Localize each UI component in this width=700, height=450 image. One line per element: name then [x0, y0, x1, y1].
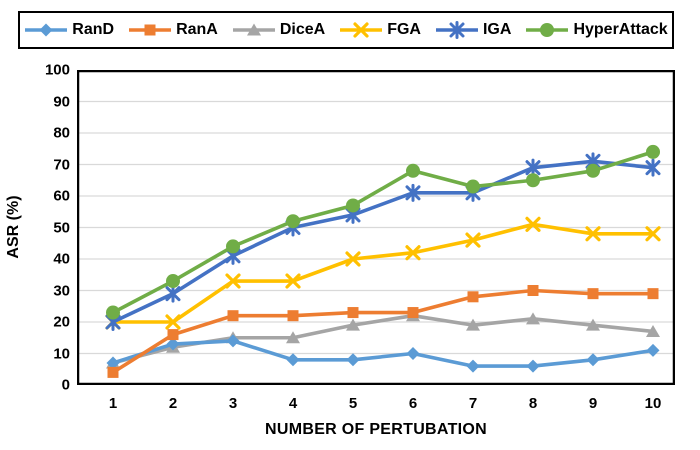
data-point-RanA-4: [287, 310, 299, 322]
data-point-IGA-8: [525, 158, 541, 177]
legend-item-FGA: FGA: [339, 21, 421, 39]
data-point-RanA-6: [407, 307, 419, 319]
x-axis-title: NUMBER OF PERTUBATION: [265, 421, 487, 438]
data-point-HyperAttack-3: [226, 239, 240, 254]
data-point-DiceA-8: [526, 312, 540, 325]
legend-marker-asterisk-icon: [435, 21, 478, 39]
data-point-RanA-9: [587, 288, 599, 300]
data-point-RanA-1: [107, 366, 119, 378]
data-point-DiceA-9: [586, 318, 600, 331]
data-point-FGA-5: [345, 251, 361, 267]
legend-marker-circle-icon: [526, 23, 569, 37]
data-point-HyperAttack-7: [466, 179, 480, 194]
y-tick-label-60: 60: [53, 187, 70, 205]
y-tick-label-0: 0: [61, 376, 70, 394]
legend-item-RanD: RanD: [24, 21, 114, 39]
x-tick-label-8: 8: [528, 395, 538, 412]
data-point-RanD-4: [286, 353, 300, 367]
data-point-RanD-6: [406, 347, 420, 360]
plot-border: [77, 70, 675, 385]
data-point-DiceA-7: [466, 318, 480, 331]
data-point-HyperAttack-4: [286, 214, 300, 229]
data-point-RanD-3: [226, 334, 240, 348]
legend-item-RanA: RanA: [128, 21, 218, 39]
y-tick-label-100: 100: [44, 61, 70, 79]
data-point-DiceA-4: [286, 331, 300, 344]
data-point-RanD-9: [586, 353, 600, 367]
legend-item-HyperAttack: HyperAttack: [525, 21, 668, 39]
x-tick-label-7: 7: [468, 395, 478, 412]
data-point-RanD-10: [646, 343, 660, 357]
legend-label: FGA: [387, 21, 421, 38]
data-point-HyperAttack-1: [106, 305, 120, 320]
x-tick-label-5: 5: [348, 395, 358, 412]
data-point-FGA-3: [225, 273, 241, 289]
data-point-RanD-5: [346, 353, 360, 367]
legend-marker-square-icon: [129, 24, 172, 36]
legend-label: DiceA: [279, 21, 326, 38]
data-point-IGA-6: [405, 183, 421, 202]
series-line-RanD: [112, 339, 654, 368]
legend-label: RanD: [72, 21, 115, 38]
legend-item-IGA: IGA: [435, 21, 511, 39]
data-point-RanD-7: [466, 359, 480, 373]
legend-label: RanA: [176, 21, 218, 38]
y-tick-label-70: 70: [53, 156, 70, 173]
y-tick-label-40: 40: [53, 250, 70, 268]
data-point-RanA-10: [647, 288, 659, 300]
data-point-DiceA-10: [646, 324, 660, 337]
series-line-FGA: [113, 222, 653, 324]
legend-label: HyperAttack: [573, 21, 668, 38]
data-point-FGA-4: [285, 273, 301, 289]
data-point-RanD-2: [166, 337, 180, 351]
data-point-HyperAttack-5: [346, 198, 360, 213]
data-point-RanA-3: [227, 310, 239, 322]
data-point-DiceA-5: [346, 318, 360, 331]
legend-marker-diamond-icon: [25, 23, 68, 37]
data-point-RanA-5: [347, 307, 359, 319]
x-tick-label-9: 9: [588, 395, 598, 412]
data-point-HyperAttack-9: [586, 163, 600, 178]
data-point-RanA-8: [527, 285, 539, 296]
legend-item-DiceA: DiceA: [232, 21, 325, 39]
y-tick-label-20: 20: [53, 313, 70, 331]
x-tick-label-10: 10: [644, 395, 662, 412]
y-tick-label-50: 50: [53, 219, 70, 236]
y-tick-label-80: 80: [53, 124, 70, 142]
legend-marker-x-icon: [340, 22, 383, 38]
plot-area: [77, 70, 675, 385]
x-tick-label-2: 2: [168, 395, 178, 412]
data-point-HyperAttack-8: [526, 173, 540, 188]
data-point-FGA-7: [465, 232, 481, 248]
y-tick-label-10: 10: [53, 345, 70, 362]
series-line-HyperAttack: [112, 150, 654, 315]
x-tick-label-6: 6: [408, 395, 418, 412]
legend-label: IGA: [482, 21, 512, 38]
x-tick-label-3: 3: [228, 395, 238, 412]
data-point-FGA-2: [165, 314, 181, 330]
data-point-FGA-10: [645, 226, 661, 242]
x-tick-label-1: 1: [108, 395, 118, 412]
data-point-FGA-9: [585, 226, 601, 242]
y-tick-label-90: 90: [53, 93, 70, 110]
x-tick-label-4: 4: [288, 395, 298, 412]
legend: RanD RanA DiceA FGA IGA HyperAttack: [18, 11, 674, 49]
data-point-RanD-8: [526, 359, 540, 373]
data-point-HyperAttack-10: [646, 144, 660, 159]
data-point-RanA-2: [167, 329, 179, 341]
series-line-RanA: [112, 288, 653, 374]
data-point-HyperAttack-6: [406, 163, 420, 178]
data-point-FGA-8: [525, 216, 541, 232]
data-point-FGA-6: [405, 245, 421, 261]
data-point-RanD-1: [106, 356, 120, 370]
data-point-HyperAttack-2: [166, 274, 180, 289]
data-point-IGA-10: [645, 158, 661, 177]
data-point-RanA-7: [467, 291, 479, 303]
series-line-IGA: [112, 159, 654, 324]
legend-marker-triangle-icon: [232, 23, 275, 36]
data-point-IGA-2: [165, 284, 181, 303]
y-tick-label-30: 30: [53, 282, 70, 299]
